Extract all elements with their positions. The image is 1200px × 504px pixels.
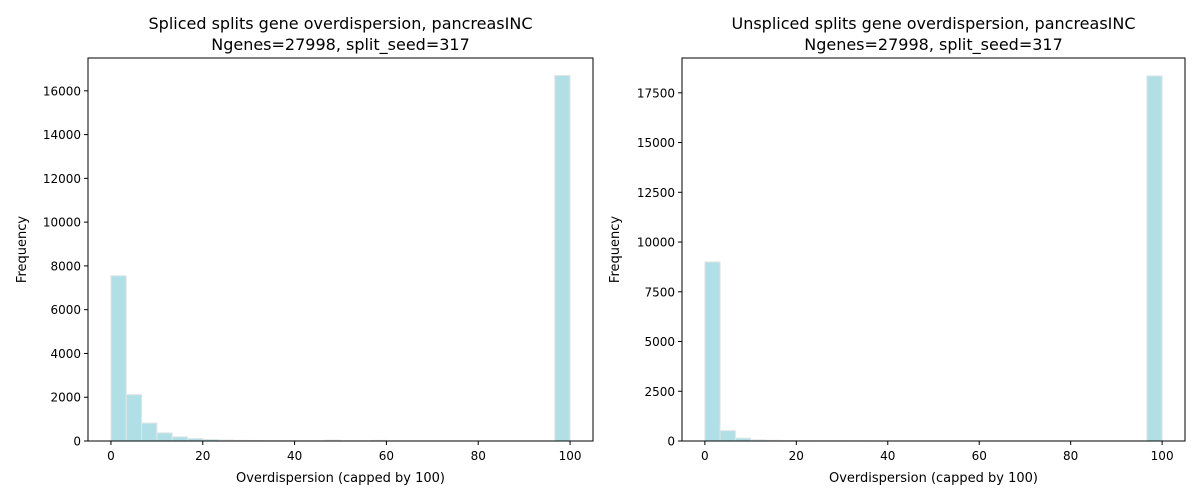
spliced-x-tick-label: 80 [471,449,486,463]
unspliced-x-tick-label: 0 [701,449,709,463]
unspliced-y-tick-label: 10000 [637,236,675,250]
unspliced-x-tick-label: 80 [1063,449,1078,463]
spliced-histogram-panel: 0 20 40 60 80 100 0 2000 4000 6000 8000 10000 12000… [15,14,593,486]
spliced-y-tick-label: 10000 [43,216,81,230]
spliced-histogram-bar [172,437,187,441]
unspliced-x-ticks: 0 20 40 60 80 100 [701,441,1174,463]
unspliced-y-ticks: 0 2500 5000 7500 10000 12500 15000 17500 [637,86,682,448]
spliced-x-axis-label: Overdispersion (capped by 100) [236,471,445,486]
spliced-chart-subtitle: Ngenes=27998, split_seed=317 [211,35,470,55]
spliced-x-tick-label: 40 [287,449,302,463]
unspliced-histogram-bar [1147,76,1162,441]
spliced-x-tick-label: 100 [559,449,582,463]
spliced-y-tick-label: 4000 [50,347,81,361]
unspliced-y-tick-label: 17500 [637,86,675,100]
spliced-bars [111,76,570,441]
unspliced-y-tick-label: 5000 [644,335,675,349]
unspliced-y-tick-label: 2500 [644,385,675,399]
unspliced-chart-subtitle: Ngenes=27998, split_seed=317 [804,35,1063,55]
spliced-chart-title: Spliced splits gene overdispersion, panc… [149,14,533,33]
unspliced-chart-title: Unspliced splits gene overdispersion, pa… [731,14,1135,33]
unspliced-histogram-panel: 0 20 40 60 80 100 0 2500 5000 7500 10000 12500 1500… [608,14,1185,486]
spliced-axes-frame [88,58,593,441]
spliced-y-tick-label: 6000 [50,303,81,317]
unspliced-y-axis-label: Frequency [608,216,623,283]
spliced-y-tick-label: 16000 [43,84,81,98]
spliced-histogram-bar [126,395,141,441]
unspliced-x-axis-label: Overdispersion (capped by 100) [829,471,1038,486]
unspliced-y-tick-label: 12500 [637,186,675,200]
unspliced-x-tick-label: 20 [789,449,804,463]
spliced-x-tick-label: 0 [107,449,115,463]
spliced-histogram-bar [142,423,157,441]
spliced-histogram-bar [555,76,570,441]
spliced-y-tick-label: 8000 [50,259,81,273]
unspliced-histogram-bar [705,262,720,441]
unspliced-axes-frame [682,58,1185,441]
spliced-x-tick-label: 20 [195,449,210,463]
unspliced-bars [705,76,1162,441]
spliced-y-ticks: 0 2000 4000 6000 8000 10000 12000 14000 16000 [43,84,88,448]
spliced-x-tick-label: 60 [379,449,394,463]
spliced-y-axis-label: Frequency [15,216,30,283]
unspliced-x-tick-label: 60 [972,449,987,463]
unspliced-y-tick-label: 0 [667,435,675,449]
spliced-x-ticks: 0 20 40 60 80 100 [107,441,581,463]
spliced-histogram-bar [111,276,126,441]
spliced-y-tick-label: 14000 [43,128,81,142]
unspliced-x-tick-label: 100 [1151,449,1174,463]
spliced-y-tick-label: 0 [73,435,81,449]
unspliced-y-tick-label: 15000 [637,136,675,150]
spliced-y-tick-label: 12000 [43,172,81,186]
unspliced-x-tick-label: 40 [880,449,895,463]
unspliced-y-tick-label: 7500 [644,285,675,299]
spliced-histogram-bar [157,433,172,441]
unspliced-histogram-bar [720,431,735,441]
spliced-y-tick-label: 2000 [50,391,81,405]
